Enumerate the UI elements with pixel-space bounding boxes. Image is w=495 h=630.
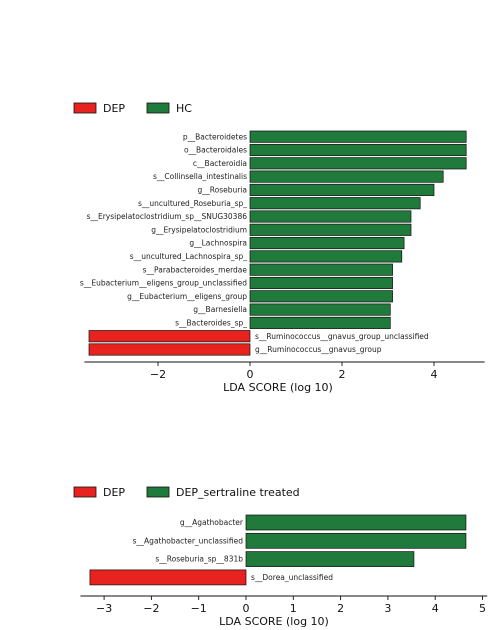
bar-0-13 [249, 303, 391, 316]
bar-0-1 [249, 143, 467, 157]
bar-label-0-9: s__uncultured_Lachnospira_sp_ [130, 252, 247, 261]
x-tick-label-0-2: 2 [339, 368, 346, 381]
bar-0-8 [249, 237, 405, 250]
x-axis-label-1: LDA SCORE (log 10) [219, 615, 329, 628]
bar-label-0-6: s__Erysipelatoclostridium_sp__SNUG30386 [87, 212, 248, 221]
bar-0-15 [88, 330, 251, 343]
legend-swatch-1-0 [73, 486, 97, 498]
x-tick-label-1-1: −2 [143, 602, 159, 615]
bar-0-2 [249, 157, 467, 170]
bar-0-12 [249, 290, 393, 303]
legend-label-1-0: DEP [103, 486, 125, 499]
bar-label-1-2: s__Roseburia_sp__831b [155, 555, 243, 564]
bar-1-2 [245, 551, 415, 567]
bar-0-4 [249, 183, 435, 196]
bar-label-1-3: s__Dorea_unclassified [251, 573, 333, 582]
bar-label-0-16: g__Ruminococcus__gnavus_group [255, 345, 382, 354]
bar-0-0 [249, 130, 467, 143]
bar-label-0-11: s__Eubacterium__eligens_group_unclassifi… [80, 279, 247, 288]
bar-0-7 [249, 223, 412, 236]
bar-1-0 [245, 514, 467, 531]
bar-label-0-0: p__Bacteroidetes [183, 132, 247, 141]
bar-label-0-10: s__Parabacteroides_merdae [143, 265, 248, 274]
x-tick-label-1-8: 5 [479, 602, 486, 615]
bar-label-0-4: g__Roseburia [197, 186, 247, 195]
legend-swatch-0-0 [73, 102, 97, 114]
legend-label-0-0: DEP [103, 102, 125, 115]
x-tick-label-1-2: −1 [191, 602, 207, 615]
legend-swatch-0-1 [146, 102, 170, 114]
x-tick-label-1-4: 1 [290, 602, 297, 615]
bar-0-14 [249, 316, 391, 329]
legend-label-1-1: DEP_sertraline treated [176, 486, 300, 499]
x-tick-label-1-7: 4 [432, 602, 439, 615]
bar-0-16 [88, 343, 251, 356]
bar-label-0-14: s__Bacteroides_sp_ [175, 319, 247, 328]
bar-label-0-15: s__Ruminococcus__gnavus_group_unclassifi… [255, 332, 429, 341]
bar-label-0-3: s__Collinsella_intestinalis [153, 172, 247, 181]
bar-label-1-0: g__Agathobacter [180, 518, 244, 527]
x-axis-label-0: LDA SCORE (log 10) [223, 381, 333, 394]
x-tick-label-0-0: −2 [150, 368, 166, 381]
bar-0-3 [249, 170, 444, 183]
bar-label-0-13: g__Barnesiella [193, 305, 247, 314]
bar-label-0-1: o__Bacteroidales [184, 146, 247, 155]
bar-0-9 [249, 250, 403, 263]
bar-0-5 [249, 197, 421, 210]
x-tick-label-1-0: −3 [96, 602, 112, 615]
bar-0-6 [249, 210, 412, 223]
x-tick-label-1-5: 2 [337, 602, 344, 615]
bar-label-0-5: s__uncultured_Roseburia_sp_ [138, 199, 247, 208]
bar-label-0-8: g__Lachnospira [189, 239, 247, 248]
x-tick-label-0-1: 0 [247, 368, 254, 381]
x-tick-label-1-3: 0 [243, 602, 250, 615]
bar-label-0-2: c__Bacteroidia [193, 159, 247, 168]
bar-1-1 [245, 532, 467, 549]
bar-label-1-1: s__Agathobacter_unclassified [133, 536, 244, 545]
bar-0-10 [249, 263, 393, 276]
legend-swatch-1-1 [146, 486, 170, 498]
x-tick-label-1-6: 3 [384, 602, 391, 615]
legend-label-0-1: HC [176, 102, 192, 115]
bar-1-3 [89, 569, 247, 586]
bar-label-0-12: g__Eubacterium__eligens_group [127, 292, 247, 301]
bar-label-0-7: g__Erysipelatoclostridium [151, 225, 247, 234]
x-tick-label-0-3: 4 [431, 368, 438, 381]
bar-0-11 [249, 276, 393, 290]
